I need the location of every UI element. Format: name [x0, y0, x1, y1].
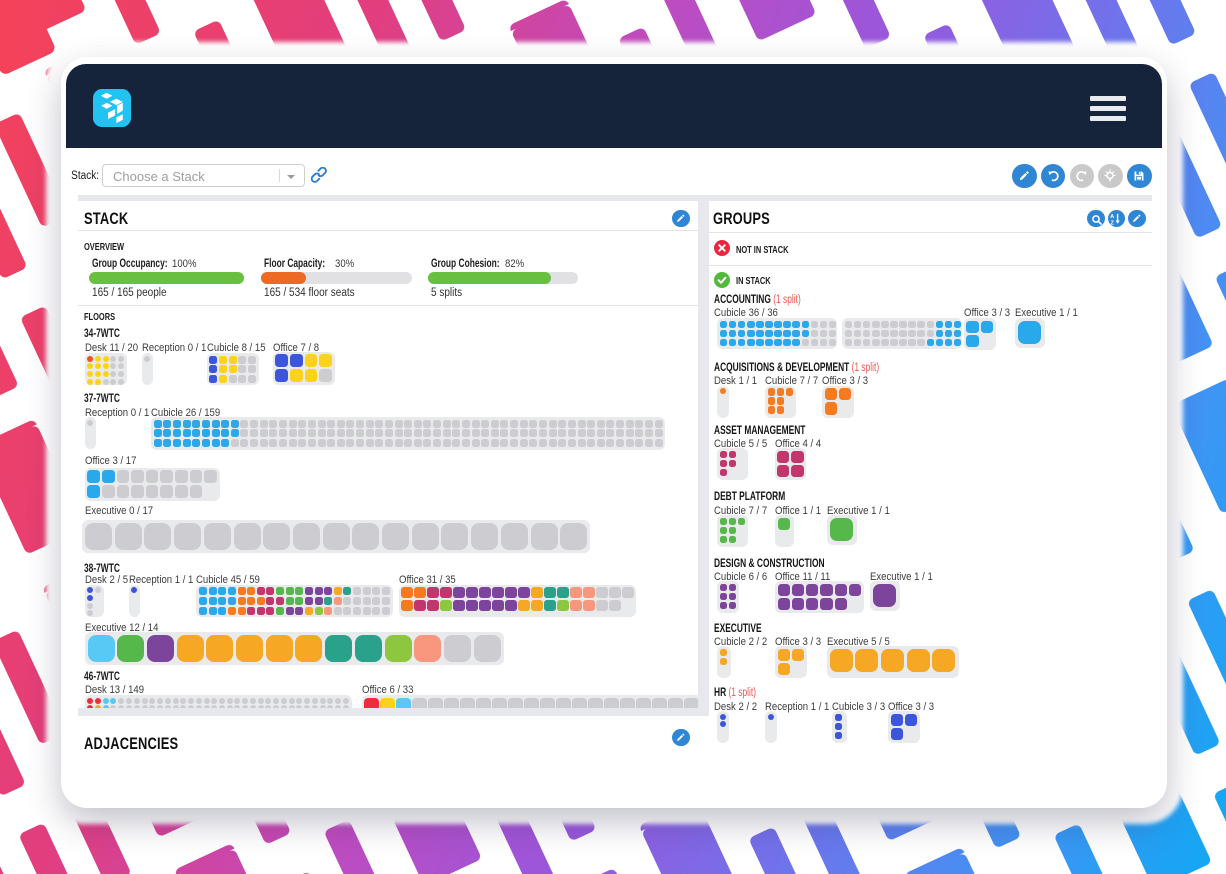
svg-text:A: A: [1111, 214, 1115, 220]
svg-text:Z: Z: [1111, 220, 1115, 226]
